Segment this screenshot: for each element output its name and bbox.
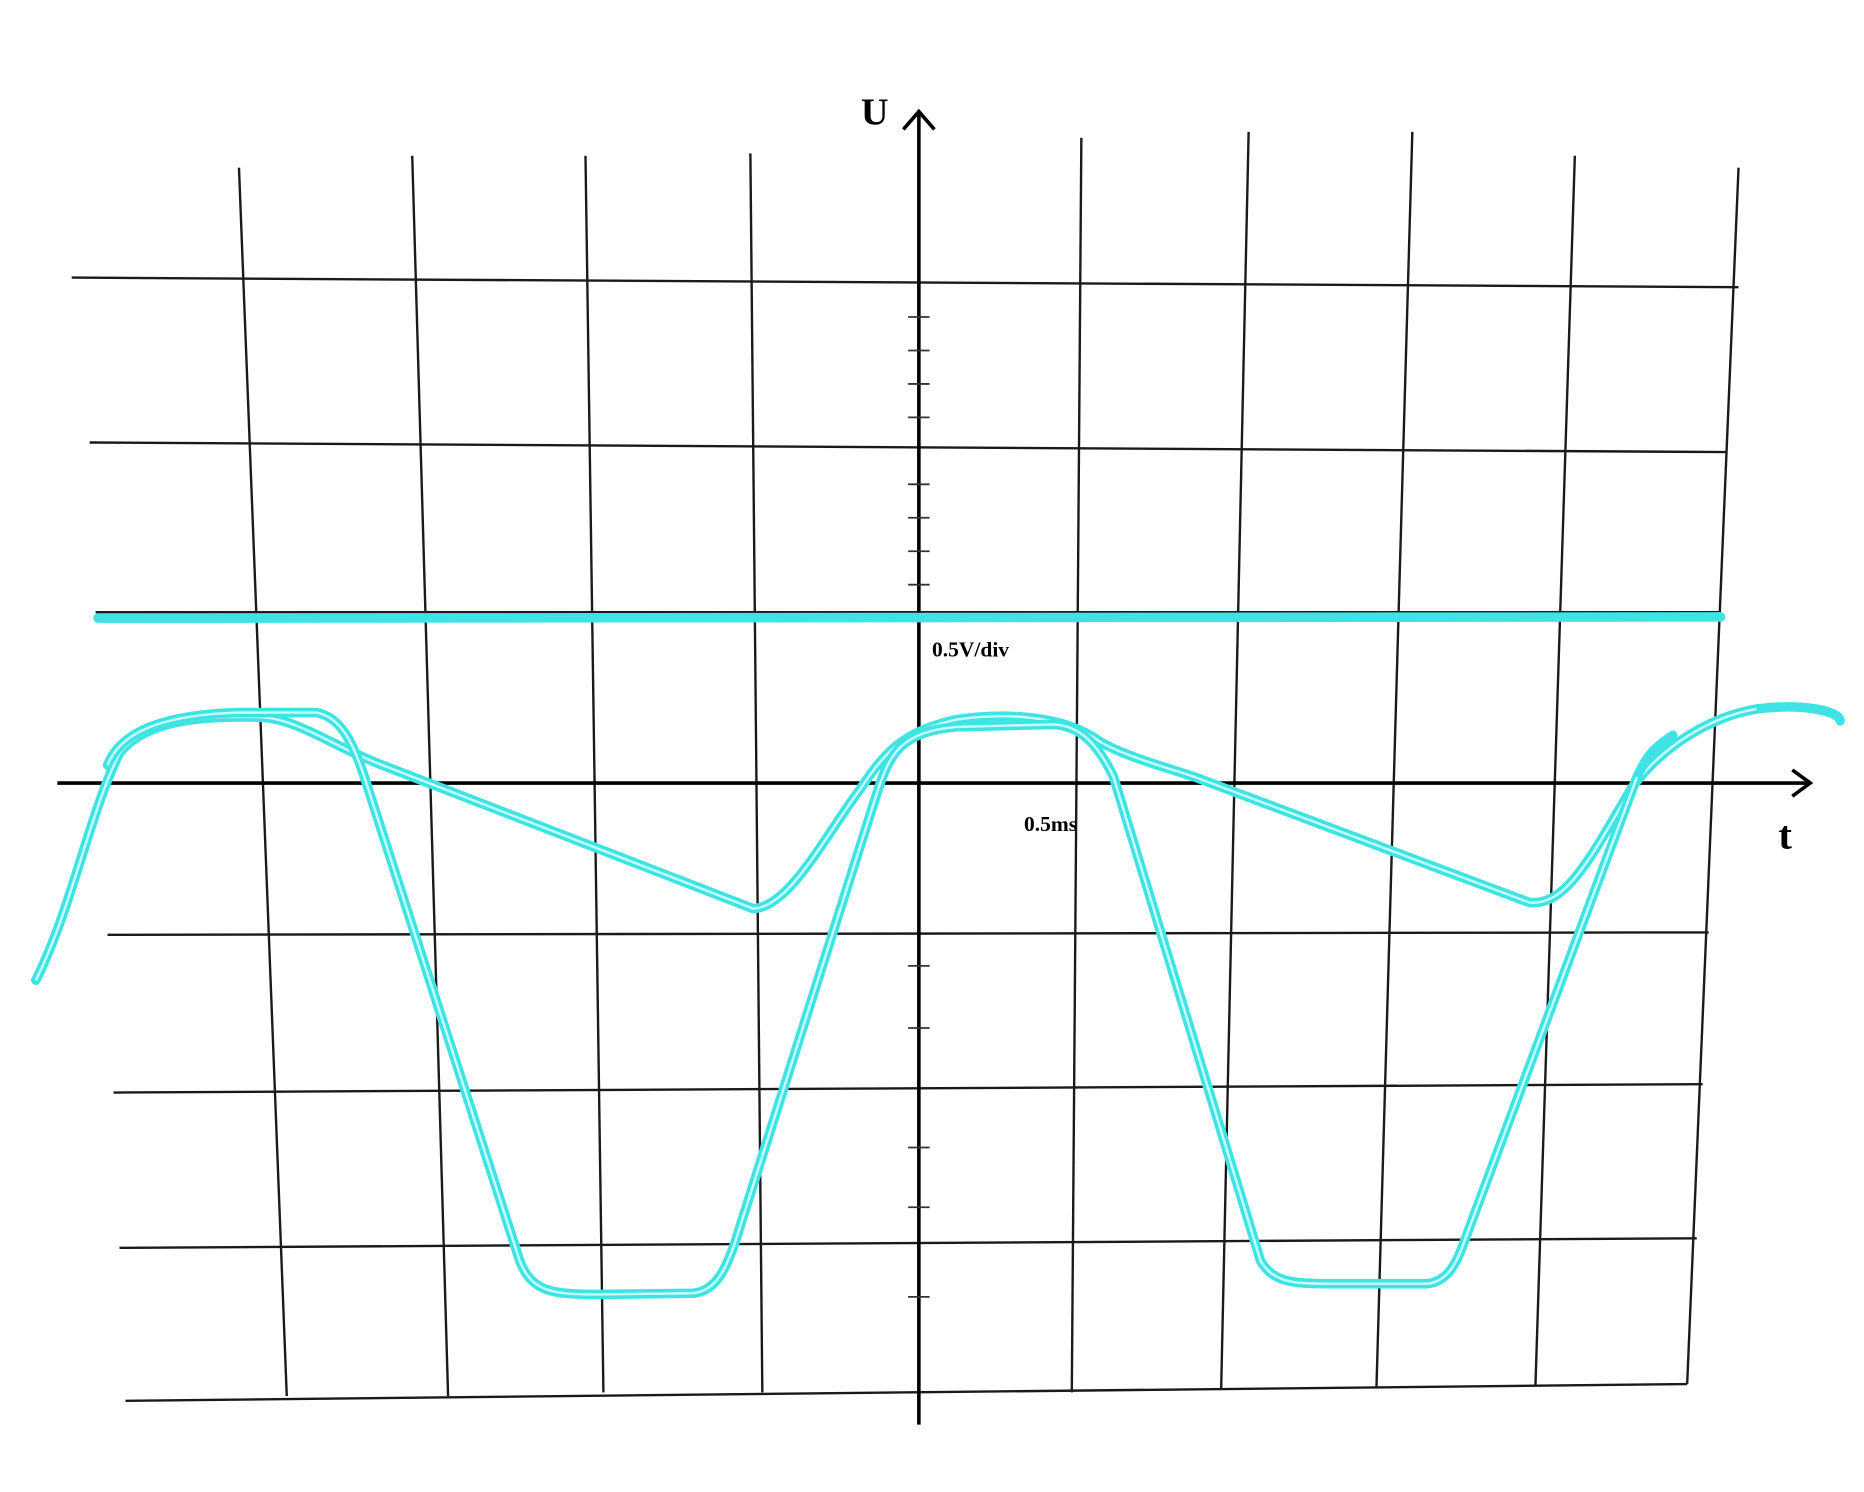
grid-line: [119, 1237, 1697, 1250]
axis-arrow: [901, 108, 936, 131]
horizontal-axis-label: t: [1778, 813, 1792, 858]
vertical-axis-label: U: [861, 92, 889, 134]
grid-line: [89, 441, 1727, 454]
axis-arrow: [1791, 768, 1814, 798]
grid-line: [71, 276, 1739, 289]
flat-trace: [93, 612, 1726, 623]
grid-line: [1375, 131, 1414, 1387]
grid-line: [107, 931, 1709, 936]
grid-line: [1685, 167, 1740, 1385]
traces: [31, 612, 1845, 1300]
grid: [71, 131, 1740, 1402]
grid-line: [749, 153, 764, 1393]
grid-line: [113, 1082, 1703, 1094]
grid-line: [584, 155, 605, 1393]
grid-line: [411, 155, 450, 1397]
horizontal-scale: 0.5ms: [1024, 812, 1077, 836]
axis-ticks: [908, 316, 930, 1298]
grid-line: [1219, 131, 1250, 1389]
grid-line: [1534, 155, 1577, 1387]
axes: [57, 108, 1814, 1425]
waveform-2-highlight: [106, 711, 1639, 1296]
grid-line: [1070, 137, 1083, 1393]
grid-line: [125, 1382, 1688, 1402]
vertical-scale: 0.5V/div: [932, 637, 1009, 661]
